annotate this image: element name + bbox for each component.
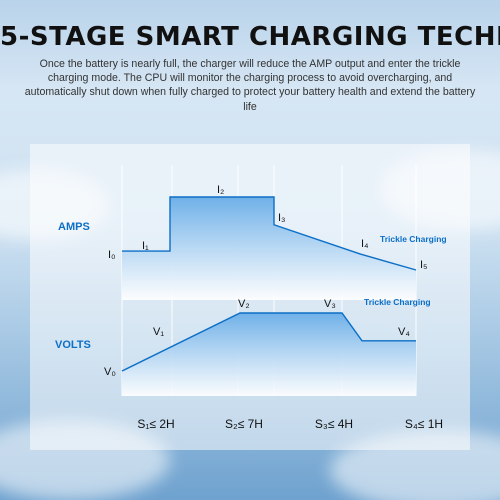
trickle-charging-label-amps: Trickle Charging: [380, 234, 447, 244]
volts-point-label: V₀: [104, 366, 116, 378]
amps-area: [122, 197, 416, 300]
stage-label: S₄≤ 1H: [405, 417, 443, 431]
stage-label: S₂≤ 7H: [225, 417, 263, 431]
volts-point-label: V₁: [153, 326, 164, 338]
volts-point-label: V₃: [324, 298, 336, 310]
page-title: 5-STAGE SMART CHARGING TECHNOLOGY: [0, 22, 500, 52]
volts-point-label: V₄: [398, 326, 410, 338]
stage-labels: S₁≤ 2H S₂≤ 7H S₃≤ 4H S₄≤ 1H: [137, 417, 443, 431]
volts-axis-label: VOLTS: [55, 339, 91, 351]
point-labels: I₀ I₁ I₂ I₃ I₄ I₅ V₀ V₁ V₂ V₃ V₄: [104, 184, 428, 378]
amps-axis-label: AMPS: [58, 221, 90, 233]
volts-point-label: V₂: [238, 298, 250, 310]
stage-label: S₃≤ 4H: [315, 417, 353, 431]
amps-point-label: I₀: [108, 249, 116, 261]
volts-area: [122, 313, 416, 396]
amps-point-label: I₄: [361, 238, 369, 250]
description-text: Once the battery is nearly full, the cha…: [24, 58, 476, 113]
amps-point-label: I₃: [278, 212, 286, 224]
amps-point-label: I₁: [142, 240, 149, 252]
amps-point-label: I₅: [420, 259, 428, 271]
volts-line: [121, 312, 416, 372]
amps-point-label: I₂: [217, 184, 224, 196]
amps-line: [122, 196, 417, 271]
stage-label: S₁≤ 2H: [137, 417, 174, 431]
trickle-charging-label-volts: Trickle Charging: [364, 297, 431, 307]
